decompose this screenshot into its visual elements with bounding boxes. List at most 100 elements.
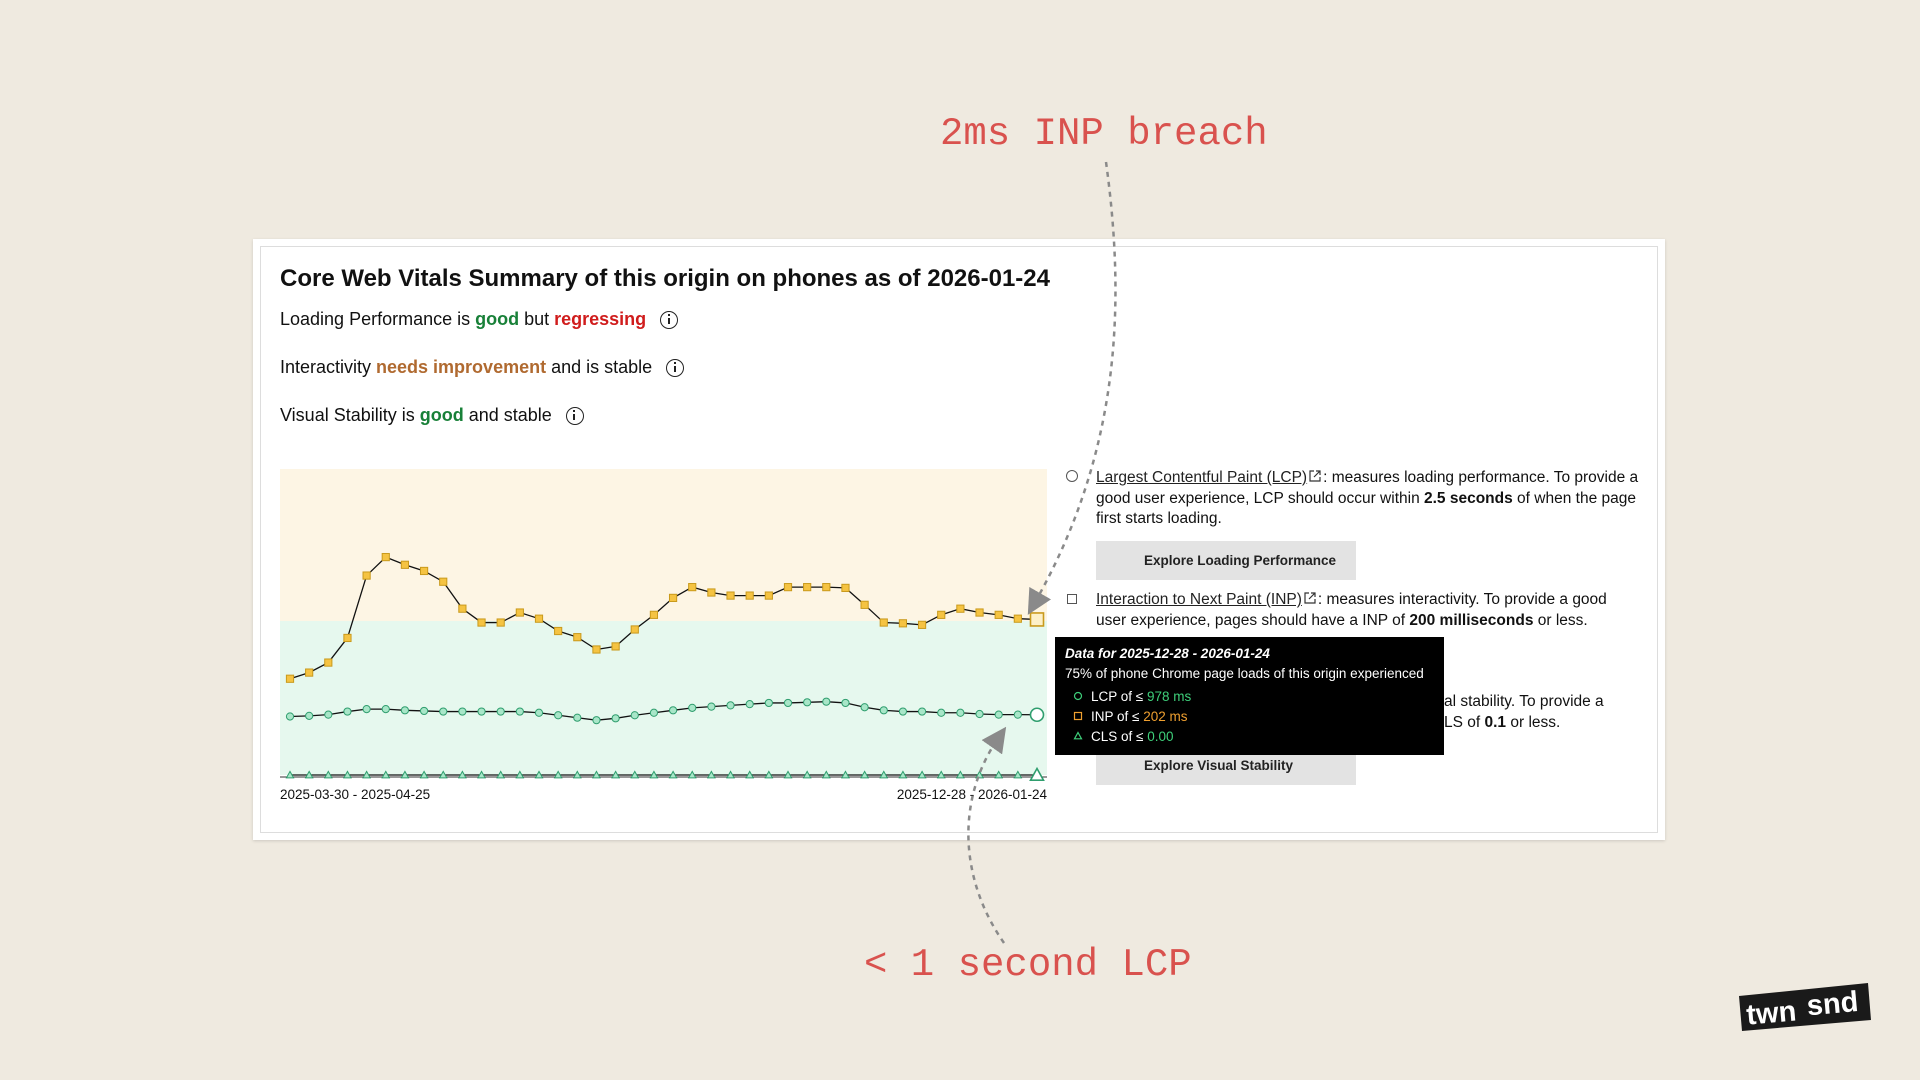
marker — [821, 770, 831, 779]
marker — [630, 770, 640, 779]
marker — [956, 708, 965, 717]
marker — [515, 770, 525, 779]
annotation: 2ms INP breach — [940, 112, 1268, 156]
text: and is stable — [546, 357, 653, 377]
external-icon — [1304, 592, 1316, 604]
marker — [803, 583, 812, 592]
series-line — [289, 556, 1038, 680]
marker — [917, 620, 927, 629]
marker — [688, 703, 697, 712]
marker — [956, 604, 965, 613]
marker — [305, 668, 314, 677]
marker — [477, 770, 486, 779]
info-icon — [666, 358, 685, 377]
marker — [400, 706, 410, 715]
marker — [592, 645, 601, 654]
tooltip-marker — [1073, 731, 1083, 740]
button-label: Explore Loading Performance — [1144, 553, 1337, 568]
logo-text: snd — [1805, 986, 1859, 1022]
marker — [860, 703, 869, 712]
marker — [362, 704, 371, 714]
marker — [458, 604, 467, 613]
marker — [304, 770, 314, 779]
metric-desc[interactable]: Interaction to Next Paint (INP): measure… — [1096, 590, 1641, 631]
marker — [688, 583, 697, 592]
marker — [898, 619, 908, 628]
marker — [764, 698, 773, 708]
card-title: Core Web Vitals Summary of this origin o… — [280, 265, 1050, 292]
marker — [955, 770, 965, 779]
band-needs-improvement — [280, 469, 1047, 621]
marker — [783, 583, 793, 592]
marker — [764, 770, 774, 779]
text: needs improvement — [376, 357, 547, 377]
marker — [343, 633, 352, 643]
card: Core Web Vitals Summary of this origin o… — [253, 239, 1665, 840]
status-text: Loading Performance is good but regressi… — [280, 309, 646, 330]
marker — [668, 706, 678, 715]
marker — [879, 770, 889, 779]
text: LS of — [1444, 714, 1485, 731]
marker — [1073, 731, 1083, 740]
marker — [841, 770, 850, 779]
marker — [879, 706, 888, 715]
marker — [400, 770, 410, 779]
marker — [611, 642, 620, 651]
marker — [726, 591, 735, 600]
marker — [1073, 691, 1083, 701]
marker — [917, 770, 927, 779]
button-label: Explore Visual Stability — [1144, 758, 1294, 773]
marker — [822, 697, 831, 706]
marker — [592, 770, 601, 779]
tooltip-label: LCP of ≤ — [1091, 688, 1147, 704]
marker — [496, 618, 505, 627]
marker — [706, 770, 716, 779]
marker — [419, 566, 429, 576]
info-icon — [565, 406, 584, 425]
marker — [439, 707, 448, 716]
status-text: Interactivity needs improvement and is s… — [280, 357, 652, 378]
series-line — [289, 701, 1038, 721]
marker — [937, 610, 946, 619]
marker — [439, 577, 448, 586]
marker — [477, 618, 486, 627]
marker — [630, 711, 639, 720]
tooltip-item: CLS of ≤ 0.00 — [1065, 726, 1434, 746]
legend-marker — [1066, 470, 1078, 482]
marker — [975, 608, 984, 617]
marker — [611, 770, 621, 779]
tooltip: Data for 2025-12-28 - 2026-01-24 75% of … — [1055, 637, 1444, 755]
marker — [630, 625, 639, 634]
marker — [554, 626, 563, 636]
text: good — [475, 309, 520, 329]
metric-desc[interactable]: Largest Contentful Paint (LCP): measures… — [1096, 468, 1641, 530]
text: or less. — [1506, 714, 1561, 731]
marker — [860, 600, 869, 609]
marker — [841, 698, 850, 708]
marker — [764, 591, 773, 600]
marker — [668, 593, 678, 603]
metric-desc: al stability. To provide a — [1444, 692, 1644, 713]
marker — [687, 770, 697, 779]
text: Interactivity — [280, 357, 377, 377]
marker — [438, 770, 448, 779]
text: Loading Performance is — [280, 309, 476, 329]
marker — [324, 658, 333, 667]
legend-marker — [1067, 594, 1077, 604]
marker — [783, 698, 793, 708]
link[interactable]: Interaction to Next Paint (INP) — [1096, 591, 1302, 608]
marker — [745, 770, 755, 779]
annotation: < 1 second LCP — [864, 943, 1192, 987]
marker — [458, 707, 467, 716]
info-icon — [660, 310, 679, 329]
marker — [457, 770, 467, 779]
marker — [802, 770, 812, 779]
marker — [822, 583, 831, 592]
text: : measures interactivity. To provide a g… — [1096, 591, 1612, 629]
link[interactable]: Largest Contentful Paint (LCP) — [1096, 469, 1308, 486]
marker — [994, 710, 1003, 719]
text: but — [519, 309, 555, 329]
marker — [381, 770, 391, 779]
button[interactable]: Explore Loading Performance — [1096, 541, 1356, 580]
